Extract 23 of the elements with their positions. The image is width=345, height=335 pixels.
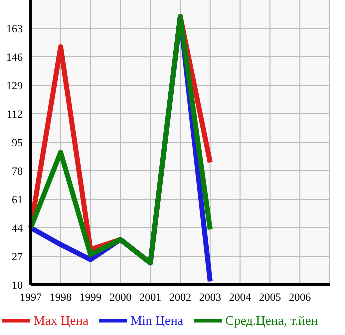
x-tick-label: 2001 — [140, 292, 162, 304]
legend-label: Min Цена — [130, 312, 184, 328]
legend-label: Max Цена — [34, 312, 89, 328]
x-tick-label: 1999 — [80, 292, 102, 304]
x-tick-label: 2006 — [289, 292, 312, 304]
y-tick-label: 78 — [12, 166, 24, 178]
y-tick-label: 44 — [12, 222, 24, 235]
y-tick-label: 61 — [12, 194, 23, 206]
y-tick-label: 163 — [6, 23, 24, 36]
x-tick-label: 2003 — [199, 292, 222, 304]
y-tick-label: 10 — [12, 280, 24, 292]
y-tick-label: 112 — [6, 108, 23, 121]
y-tick-label: 95 — [12, 137, 24, 150]
x-tick-label: 1997 — [20, 292, 42, 304]
legend-label: Сред.Цена, т.йен — [226, 312, 318, 328]
x-tick-label: 2005 — [259, 292, 282, 304]
x-tick-label: 2002 — [170, 292, 192, 304]
y-tick-label: 27 — [12, 251, 24, 264]
x-tick-label: 1998 — [50, 292, 72, 304]
x-tick-label: 2004 — [229, 292, 252, 304]
x-tick-label: 2000 — [110, 292, 132, 304]
y-tick-label: 146 — [6, 52, 24, 64]
y-tick-label: 129 — [6, 80, 24, 92]
